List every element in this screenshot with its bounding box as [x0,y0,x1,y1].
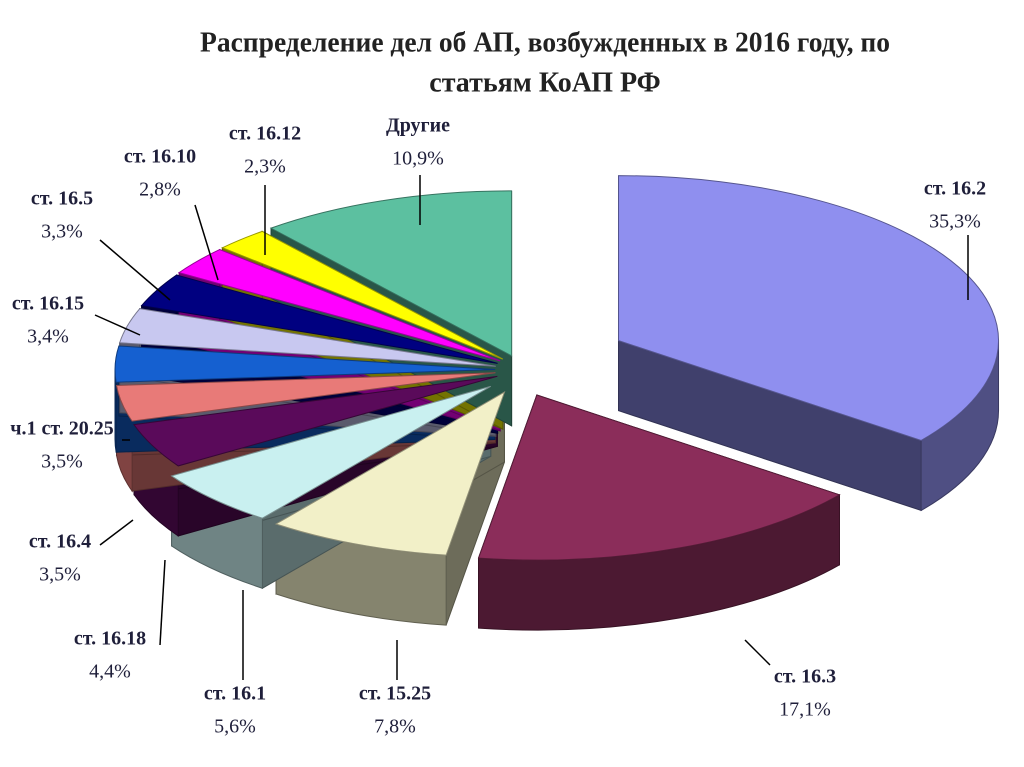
value-label: 10,9% [392,148,444,170]
slice-label: ст. 16.3 [774,666,836,688]
slice [170,385,491,519]
slice [115,372,496,422]
value-label: 3,4% [27,326,69,348]
slice [274,390,506,556]
slice [114,345,496,383]
slice [477,394,841,561]
slice-label: ст. 16.18 [74,628,146,650]
leader-line [99,239,171,301]
slice [118,308,496,367]
leader-line [94,314,141,336]
slice-label: ст. 16.15 [12,293,84,315]
slice-label: ст. 16.4 [29,531,91,553]
slice-label: Другие [386,115,450,137]
chart-title: Распределение дел об АП, возбужденных в … [200,27,890,58]
leader-line [744,639,771,666]
chart-title: статьям КоАП РФ [429,67,660,98]
slice [177,249,501,362]
leader-line [99,519,134,546]
slice [221,230,504,360]
slice-label: ч.1 ст. 20.25 [10,418,113,440]
value-label: 5,6% [214,716,256,738]
value-label: 3,5% [39,564,81,586]
slice-label: ст. 16.5 [31,188,93,210]
leader-line [194,204,219,281]
slice-label: ст. 16.1 [204,683,266,705]
slice-label: ст. 15.25 [359,683,431,705]
value-label: 4,4% [89,661,131,683]
value-label: 2,8% [139,179,181,201]
slice [133,375,498,467]
slice-label: ст. 16.2 [924,178,986,200]
value-label: 35,3% [929,211,981,233]
slice-label: ст. 16.10 [124,146,196,168]
value-label: 3,5% [41,451,83,473]
value-label: 2,3% [244,156,286,178]
leader-line [159,559,166,646]
value-label: 3,3% [41,221,83,243]
slice [618,175,1000,441]
slice-label: ст. 16.12 [229,123,301,145]
value-label: 7,8% [374,716,416,738]
slice [269,190,513,357]
value-label: 17,1% [779,699,831,721]
